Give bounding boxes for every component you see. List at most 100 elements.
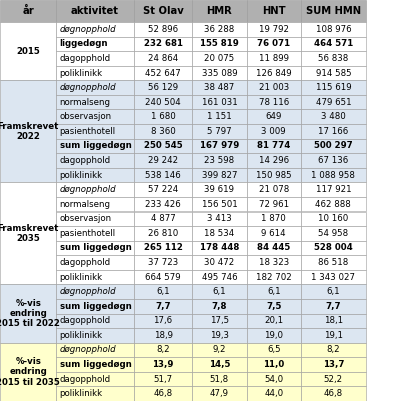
Bar [56,124,134,139]
Bar [56,211,134,226]
Text: 56 838: 56 838 [318,54,349,63]
Bar [247,109,301,124]
Bar [247,124,301,139]
Bar [301,372,366,387]
Bar [247,66,301,80]
Text: 18 534: 18 534 [204,229,234,238]
Text: normalseng: normalseng [59,200,110,209]
Bar [134,241,192,255]
Bar [301,241,366,255]
Bar [56,270,134,284]
Bar [192,197,247,211]
Text: 6,1: 6,1 [326,287,340,296]
Bar [192,182,247,197]
Bar [301,139,366,153]
Text: dagopphold: dagopphold [59,375,111,384]
Bar [56,387,134,401]
Text: 2015: 2015 [16,47,40,56]
Bar [247,0,301,22]
Text: 21 003: 21 003 [259,83,289,92]
Text: poliklinikk: poliklinikk [59,69,103,77]
Bar [134,36,192,51]
Text: liggedøgn: liggedøgn [59,39,108,49]
Text: 167 979: 167 979 [200,142,239,150]
Bar [0,284,56,343]
Text: poliklinikk: poliklinikk [59,170,103,180]
Text: dagopphold: dagopphold [59,316,111,325]
Bar [0,343,56,401]
Bar [134,372,192,387]
Text: 233 426: 233 426 [145,200,181,209]
Text: 17 166: 17 166 [318,127,349,136]
Bar [56,22,134,36]
Bar [56,357,134,372]
Text: sum liggedøgn: sum liggedøgn [59,360,131,369]
Bar [247,139,301,153]
Text: 67 136: 67 136 [318,156,349,165]
Bar [134,387,192,401]
Text: Framskrevet
2035: Framskrevet 2035 [0,224,59,243]
Text: 46,8: 46,8 [324,389,343,398]
Text: 51,7: 51,7 [153,375,173,384]
Text: pasienthotell: pasienthotell [59,127,116,136]
Bar [301,211,366,226]
Bar [192,95,247,109]
Text: døgnopphold: døgnopphold [59,185,116,194]
Bar [247,22,301,36]
Text: 178 448: 178 448 [200,243,239,253]
Bar [134,80,192,95]
Text: dagopphold: dagopphold [59,156,111,165]
Bar [56,80,134,95]
Text: 1 680: 1 680 [150,112,176,121]
Bar [192,109,247,124]
Bar [301,314,366,328]
Text: 528 004: 528 004 [314,243,353,253]
Bar [247,284,301,299]
Bar [56,284,134,299]
Text: 19,3: 19,3 [210,331,229,340]
Text: 6,1: 6,1 [156,287,170,296]
Text: 29 242: 29 242 [148,156,178,165]
Text: poliklinikk: poliklinikk [59,273,103,282]
Bar [301,299,366,314]
Bar [134,109,192,124]
Bar [134,66,192,80]
Bar [247,36,301,51]
Text: 19,0: 19,0 [264,331,283,340]
Text: år: år [22,6,34,16]
Bar [56,255,134,270]
Text: 464 571: 464 571 [314,39,353,49]
Bar [134,284,192,299]
Text: SUM HMN: SUM HMN [306,6,361,16]
Text: sum liggedøgn: sum liggedøgn [59,243,131,253]
Bar [0,0,56,22]
Bar [301,168,366,182]
Text: 11 899: 11 899 [259,54,289,63]
Text: 20,1: 20,1 [264,316,283,325]
Text: 452 647: 452 647 [145,69,181,77]
Text: 914 585: 914 585 [316,69,351,77]
Text: 46,8: 46,8 [153,389,173,398]
Text: 18 323: 18 323 [259,258,289,267]
Text: HMR: HMR [206,6,232,16]
Bar [192,328,247,343]
Bar [192,168,247,182]
Bar [192,387,247,401]
Text: 38 487: 38 487 [204,83,234,92]
Bar [247,168,301,182]
Bar [301,255,366,270]
Text: %-vis
endring
2015 til 2035: %-vis endring 2015 til 2035 [0,357,60,387]
Text: 20 075: 20 075 [204,54,234,63]
Bar [247,387,301,401]
Bar [192,314,247,328]
Text: poliklinikk: poliklinikk [59,331,103,340]
Bar [192,299,247,314]
Text: 9 614: 9 614 [262,229,286,238]
Bar [56,197,134,211]
Text: 250 545: 250 545 [144,142,182,150]
Bar [247,95,301,109]
Text: St Olav: St Olav [143,6,184,16]
Bar [0,22,56,80]
Bar [134,0,192,22]
Text: 23 598: 23 598 [204,156,234,165]
